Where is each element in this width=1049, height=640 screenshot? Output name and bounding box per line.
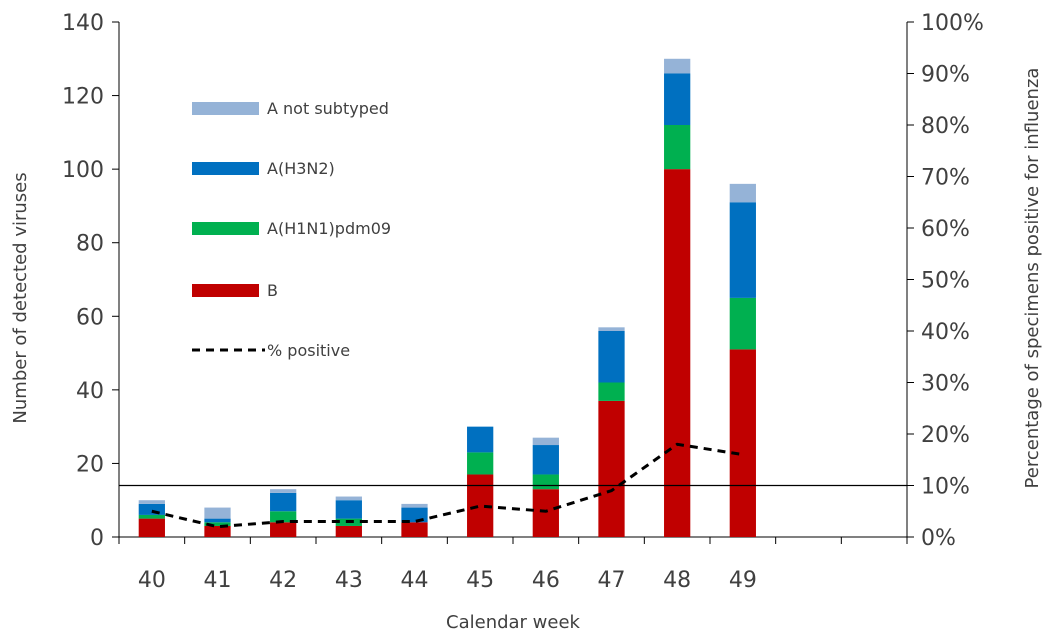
percent-positive-path: [151, 442, 744, 529]
y-tick-label: 140: [62, 11, 104, 36]
bar-segment: [729, 183, 756, 203]
bar-segment: [335, 500, 362, 519]
y2-tick-label: 10%: [921, 475, 970, 500]
y2-tick-label: 50%: [921, 269, 970, 294]
legend-label: A(H1N1)pdm09: [267, 219, 391, 238]
bar-series: [138, 58, 756, 537]
legend-swatch: [192, 222, 259, 235]
x-tick-label: 45: [466, 568, 494, 593]
bar-segment: [598, 400, 625, 537]
bar-segment: [664, 169, 691, 537]
x-axis-ticks: 40 41 42 43 44 45 46 47 48 49: [118, 537, 908, 593]
bar-segment: [598, 382, 625, 401]
bar-segment: [532, 437, 559, 446]
bar-segment: [532, 489, 559, 537]
x-tick-label: 42: [269, 568, 297, 593]
y-tick-label: 100: [62, 158, 104, 183]
y-tick-label: 80: [76, 232, 104, 257]
y2-tick-label: 80%: [921, 114, 970, 139]
legend-label: % positive: [267, 341, 350, 360]
bar-segment: [270, 522, 297, 537]
bar-segment: [204, 507, 231, 519]
bar-segment: [138, 518, 165, 537]
bar-segment: [270, 492, 297, 512]
bar-segment: [729, 297, 756, 350]
bar-segment: [664, 125, 691, 170]
right-axis-ticks: 0% 10% 20% 30% 40% 50% 60% 70% 80% 90% 100%: [907, 11, 984, 551]
y-tick-label: 120: [62, 85, 104, 110]
percent-positive-line: [151, 442, 744, 529]
legend-label: A(H3N2): [267, 159, 335, 178]
x-axis-title: Calendar week: [446, 612, 581, 633]
x-tick-label: 44: [401, 568, 429, 593]
y2-tick-label: 100%: [921, 11, 984, 36]
bar-segment: [270, 489, 297, 493]
y-tick-label: 60: [76, 305, 104, 330]
y2-tick-label: 60%: [921, 217, 970, 242]
bar-segment: [401, 503, 428, 508]
left-axis-ticks: 0 20 40 60 80 100 120 140: [62, 11, 119, 551]
bar-segment: [467, 426, 494, 453]
legend-swatch: [192, 102, 259, 115]
legend-label: B: [267, 281, 278, 300]
bar-segment: [335, 525, 362, 537]
x-tick-label: 43: [335, 568, 363, 593]
bar-segment: [598, 327, 625, 331]
y2-tick-label: 40%: [921, 320, 970, 345]
y-tick-label: 20: [76, 452, 104, 477]
bar-segment: [532, 474, 559, 490]
legend: A not subtyped A(H3N2) A(H1N1)pdm09 B % posi…: [192, 99, 391, 360]
bar-segment: [270, 511, 297, 523]
bar-segment: [138, 500, 165, 504]
bar-segment: [598, 331, 625, 383]
bar-segment: [664, 58, 691, 74]
y2-tick-label: 30%: [921, 372, 970, 397]
bar-segment: [138, 514, 165, 519]
bar-segment: [532, 445, 559, 475]
bar-segment: [729, 349, 756, 537]
x-tick-label: 46: [532, 568, 560, 593]
x-tick-label: 40: [138, 568, 166, 593]
bar-segment: [138, 503, 165, 515]
y2-axis-title: Percentage of specimens positive for inf…: [1022, 68, 1043, 489]
bar-segment: [664, 73, 691, 125]
bar-segment: [401, 522, 428, 537]
bar-segment: [204, 518, 231, 523]
bar-segment: [204, 522, 231, 526]
legend-label: A not subtyped: [267, 99, 389, 118]
bar-segment: [204, 525, 231, 537]
x-tick-label: 49: [729, 568, 757, 593]
y-axis-title: Number of detected viruses: [10, 172, 31, 423]
legend-swatch: [192, 284, 259, 297]
x-tick-label: 47: [598, 568, 626, 593]
x-tick-label: 48: [663, 568, 691, 593]
bar-segment: [729, 202, 756, 298]
legend-swatch: [192, 162, 259, 175]
y-tick-label: 40: [76, 379, 104, 404]
y-tick-label: 0: [90, 526, 104, 551]
y2-tick-label: 70%: [921, 166, 970, 191]
bar-segment: [335, 496, 362, 501]
bar-segment: [467, 452, 494, 475]
y2-tick-label: 90%: [921, 63, 970, 88]
y2-tick-label: 0%: [921, 526, 956, 551]
y2-tick-label: 20%: [921, 423, 970, 448]
plot-area: [118, 22, 908, 538]
x-tick-label: 41: [204, 568, 232, 593]
